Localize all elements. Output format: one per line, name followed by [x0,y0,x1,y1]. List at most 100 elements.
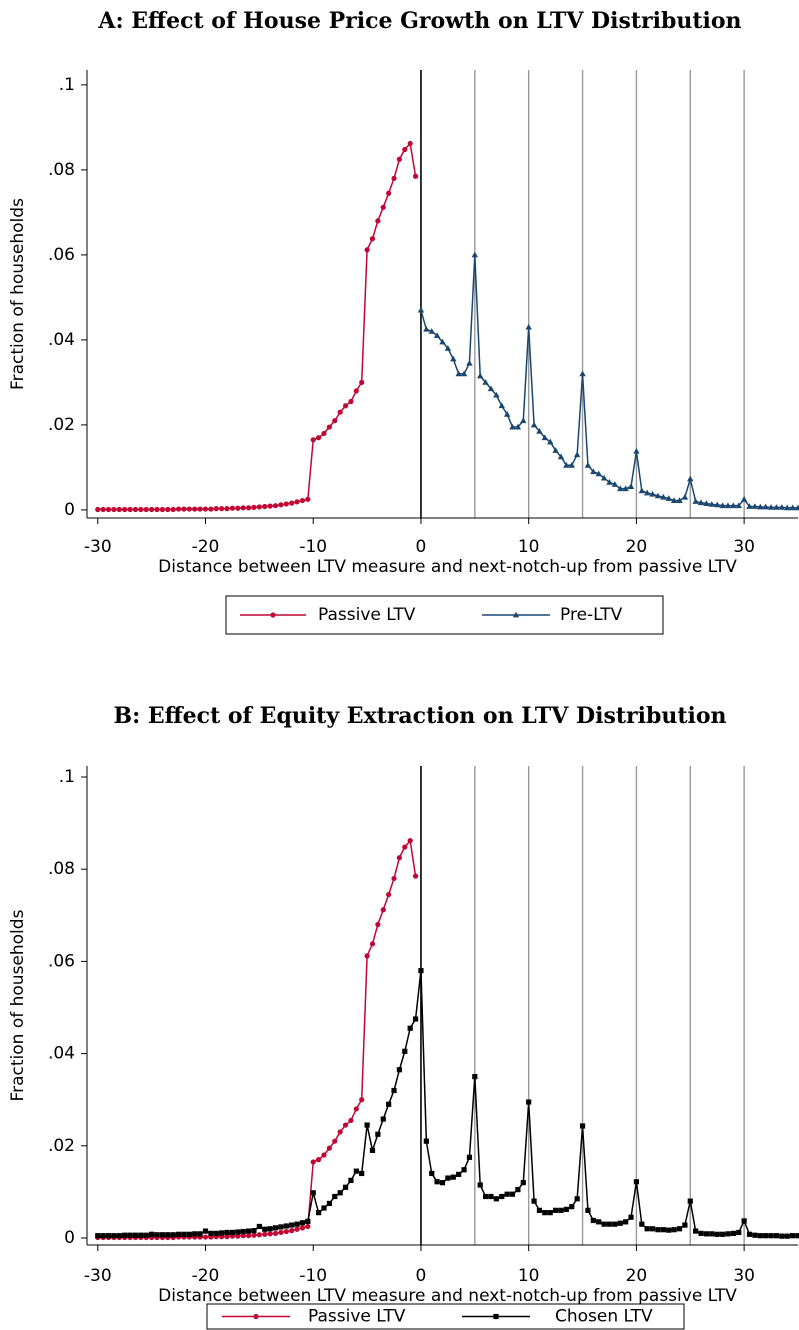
point [708,501,716,507]
point [573,451,581,458]
point [375,921,381,928]
point [294,1226,300,1232]
legend-label: Chosen LTV [555,1307,653,1327]
point [175,506,182,512]
point [256,1223,262,1230]
point [310,1190,316,1196]
x-tick-label: -10 [299,1266,327,1286]
point [417,306,425,313]
point [697,499,705,506]
point [590,1217,596,1224]
point [703,500,710,506]
y-tick-label: .08 [48,859,75,879]
point [503,410,511,417]
point [359,1097,365,1103]
x-tick-label: -30 [84,537,112,557]
point [294,1221,300,1227]
point [601,1221,607,1227]
y-tick-label: 0 [64,500,75,520]
point [267,1231,273,1237]
point [579,370,586,377]
series-line [97,141,417,511]
point [369,236,376,242]
point [116,1233,122,1239]
point [412,873,419,879]
point [396,156,403,162]
point [116,506,122,513]
point [687,475,694,482]
point [670,497,678,503]
point [251,504,257,510]
point [278,1229,284,1236]
point [380,907,386,913]
point [530,421,538,428]
point [391,875,397,882]
series-line [420,254,798,509]
point [369,1147,376,1154]
point [359,379,365,386]
point [736,1229,742,1236]
point [272,1230,279,1236]
point [299,1225,306,1231]
point [445,1175,451,1181]
point [639,1221,645,1227]
point [676,497,683,503]
point [402,146,408,153]
legend-marker [253,1313,259,1320]
point [428,328,435,334]
point [240,1228,246,1235]
legend-marker [493,1313,499,1320]
point [132,506,139,513]
point [321,1152,327,1158]
point [219,1230,225,1236]
point [590,468,597,475]
point [229,1229,236,1236]
point [633,447,640,454]
point [709,1231,715,1237]
point [654,492,662,499]
point [504,1191,510,1197]
point [364,1122,370,1128]
point [229,505,236,511]
point [606,1221,613,1227]
point [477,372,484,379]
x-tick-label: 20 [626,537,648,557]
point [256,504,262,510]
point [326,1145,332,1151]
point [471,251,479,258]
point [531,1198,537,1204]
point [611,481,619,487]
point [477,1182,483,1188]
point [235,505,241,511]
point [353,388,359,394]
point [693,1228,699,1234]
point [600,474,608,481]
point [623,1219,629,1225]
point [557,453,565,460]
point [289,1222,295,1228]
point [278,1224,284,1230]
point [326,1200,332,1207]
point [757,1233,763,1239]
point [450,1174,456,1180]
point [353,1106,359,1112]
y-tick-label: .02 [48,415,75,435]
x-tick-label: -10 [299,537,327,557]
point [262,503,268,510]
point [520,1180,526,1186]
x-tick-label: 20 [626,1266,648,1286]
point [181,1231,187,1237]
point [181,506,187,512]
point [202,1234,209,1240]
point [552,447,559,453]
point [724,502,732,509]
point [418,968,424,974]
point [741,1218,747,1224]
point [536,1207,543,1213]
point [439,1180,446,1186]
point [321,430,327,437]
point [245,505,252,511]
point [752,1232,758,1238]
point [138,506,144,513]
point [122,1232,128,1238]
